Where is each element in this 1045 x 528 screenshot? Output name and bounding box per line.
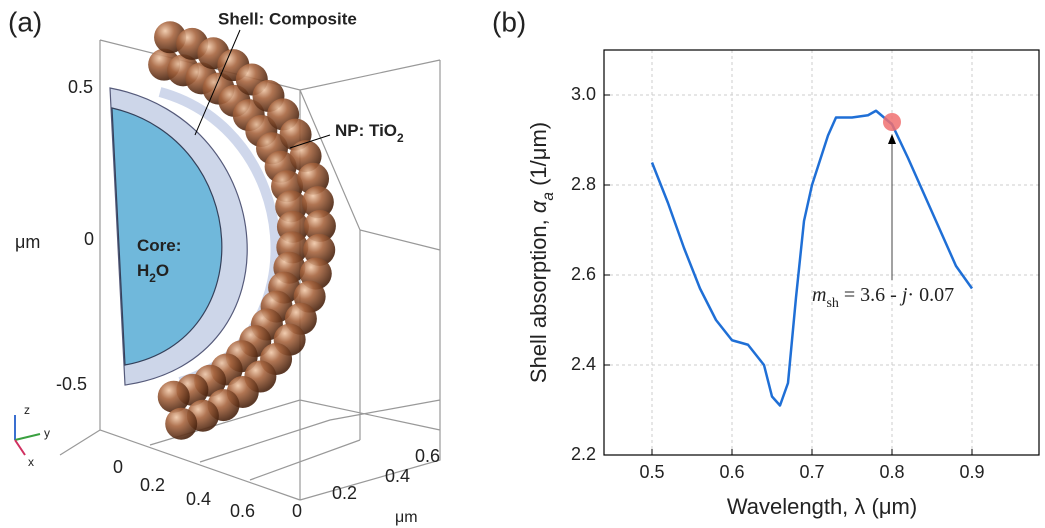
text-part: a (540, 192, 557, 201)
z-tick-label: 0.5 (68, 77, 93, 97)
y-tick-label: 0.6 (415, 446, 440, 466)
y-axis-label: Shell absorption, αa (1/μm) (526, 122, 557, 383)
z-tick-label: -0.5 (56, 374, 87, 394)
arrow-head (888, 134, 896, 144)
text-part: H (137, 261, 149, 280)
text-part: · 0.07 (907, 284, 954, 306)
text-part: = 3.6 - (839, 284, 902, 306)
annotation: msh = 3.6 - j· 0.07 (812, 284, 954, 311)
text-part: (1/μm) (526, 122, 551, 192)
y-tick-label: 0 (292, 501, 302, 521)
y-tick-label: 2.2 (571, 444, 596, 464)
x-tick-label: 0.6 (230, 501, 255, 521)
panel-b: (b) 2.2 2.4 2.6 2.8 3.0 0.5 0.6 0.7 0.8 0.9 msh = … (492, 6, 1040, 519)
line-series (650, 109, 974, 407)
z-unit: μm (15, 232, 40, 252)
shell-arrow (194, 29, 241, 136)
y-tick-label: 0.4 (385, 466, 410, 486)
marker (883, 113, 901, 131)
text-part: O (156, 261, 169, 280)
nanoparticle (165, 407, 198, 440)
x-tick-label: 0.7 (799, 462, 824, 482)
panel-a: (a) Shell: Composite NP: TiO2 Core: H2O … (8, 6, 441, 526)
x-axis-label: Wavelength, λ (μm) (727, 494, 917, 519)
plot-frame (603, 49, 1040, 456)
np-arrow (289, 134, 331, 149)
text-part: sh (826, 296, 838, 311)
x-tick-label: 0.2 (140, 475, 165, 495)
np-label: NP: TiO2 (335, 121, 404, 145)
axis-letter: z (24, 403, 30, 417)
nanoparticles (148, 21, 336, 440)
axis-y (14, 433, 41, 441)
text-part: m (812, 284, 826, 306)
y-tick-label: 2.6 (571, 264, 596, 284)
text-part: Wavelength, λ (μm) (727, 494, 917, 519)
nanoparticle (303, 233, 336, 266)
shell-label: Shell: Composite (218, 9, 357, 28)
y-tick-label: 3.0 (571, 84, 596, 104)
text-part: 2 (149, 271, 156, 285)
x-tick-label: 0.8 (879, 462, 904, 482)
core-material: H2O (137, 261, 169, 285)
text-part: α (526, 199, 551, 213)
x-tick-label: 0.6 (719, 462, 744, 482)
x-tick-label: 0.5 (639, 462, 664, 482)
y-tick-label: 2.8 (571, 174, 596, 194)
axis-x (14, 439, 26, 456)
text-part: j (899, 284, 908, 306)
y-tick-label: 2.4 (571, 354, 596, 374)
panel-label: (b) (492, 6, 526, 37)
nanoparticle (157, 380, 190, 413)
x-tick-label: 0.4 (186, 489, 211, 509)
x-tick-label: 0.9 (959, 462, 984, 482)
y-unit: μm (395, 509, 418, 526)
core-label: Core: (137, 236, 181, 255)
axis-letter: x (28, 455, 34, 469)
z-tick-label: 0 (84, 229, 94, 249)
core (111, 107, 223, 366)
text-part: Core: (137, 236, 181, 255)
nanoparticle (303, 210, 336, 243)
panel-label: (a) (8, 6, 42, 37)
x-tick-label: 0 (113, 457, 123, 477)
text-part: 2 (397, 131, 404, 145)
text-part: Shell absorption, (526, 213, 551, 383)
nanoparticle (301, 186, 334, 219)
axis-letter: y (44, 426, 50, 440)
text-part: NP: TiO (335, 121, 397, 140)
y-tick-label: 0.2 (332, 483, 357, 503)
